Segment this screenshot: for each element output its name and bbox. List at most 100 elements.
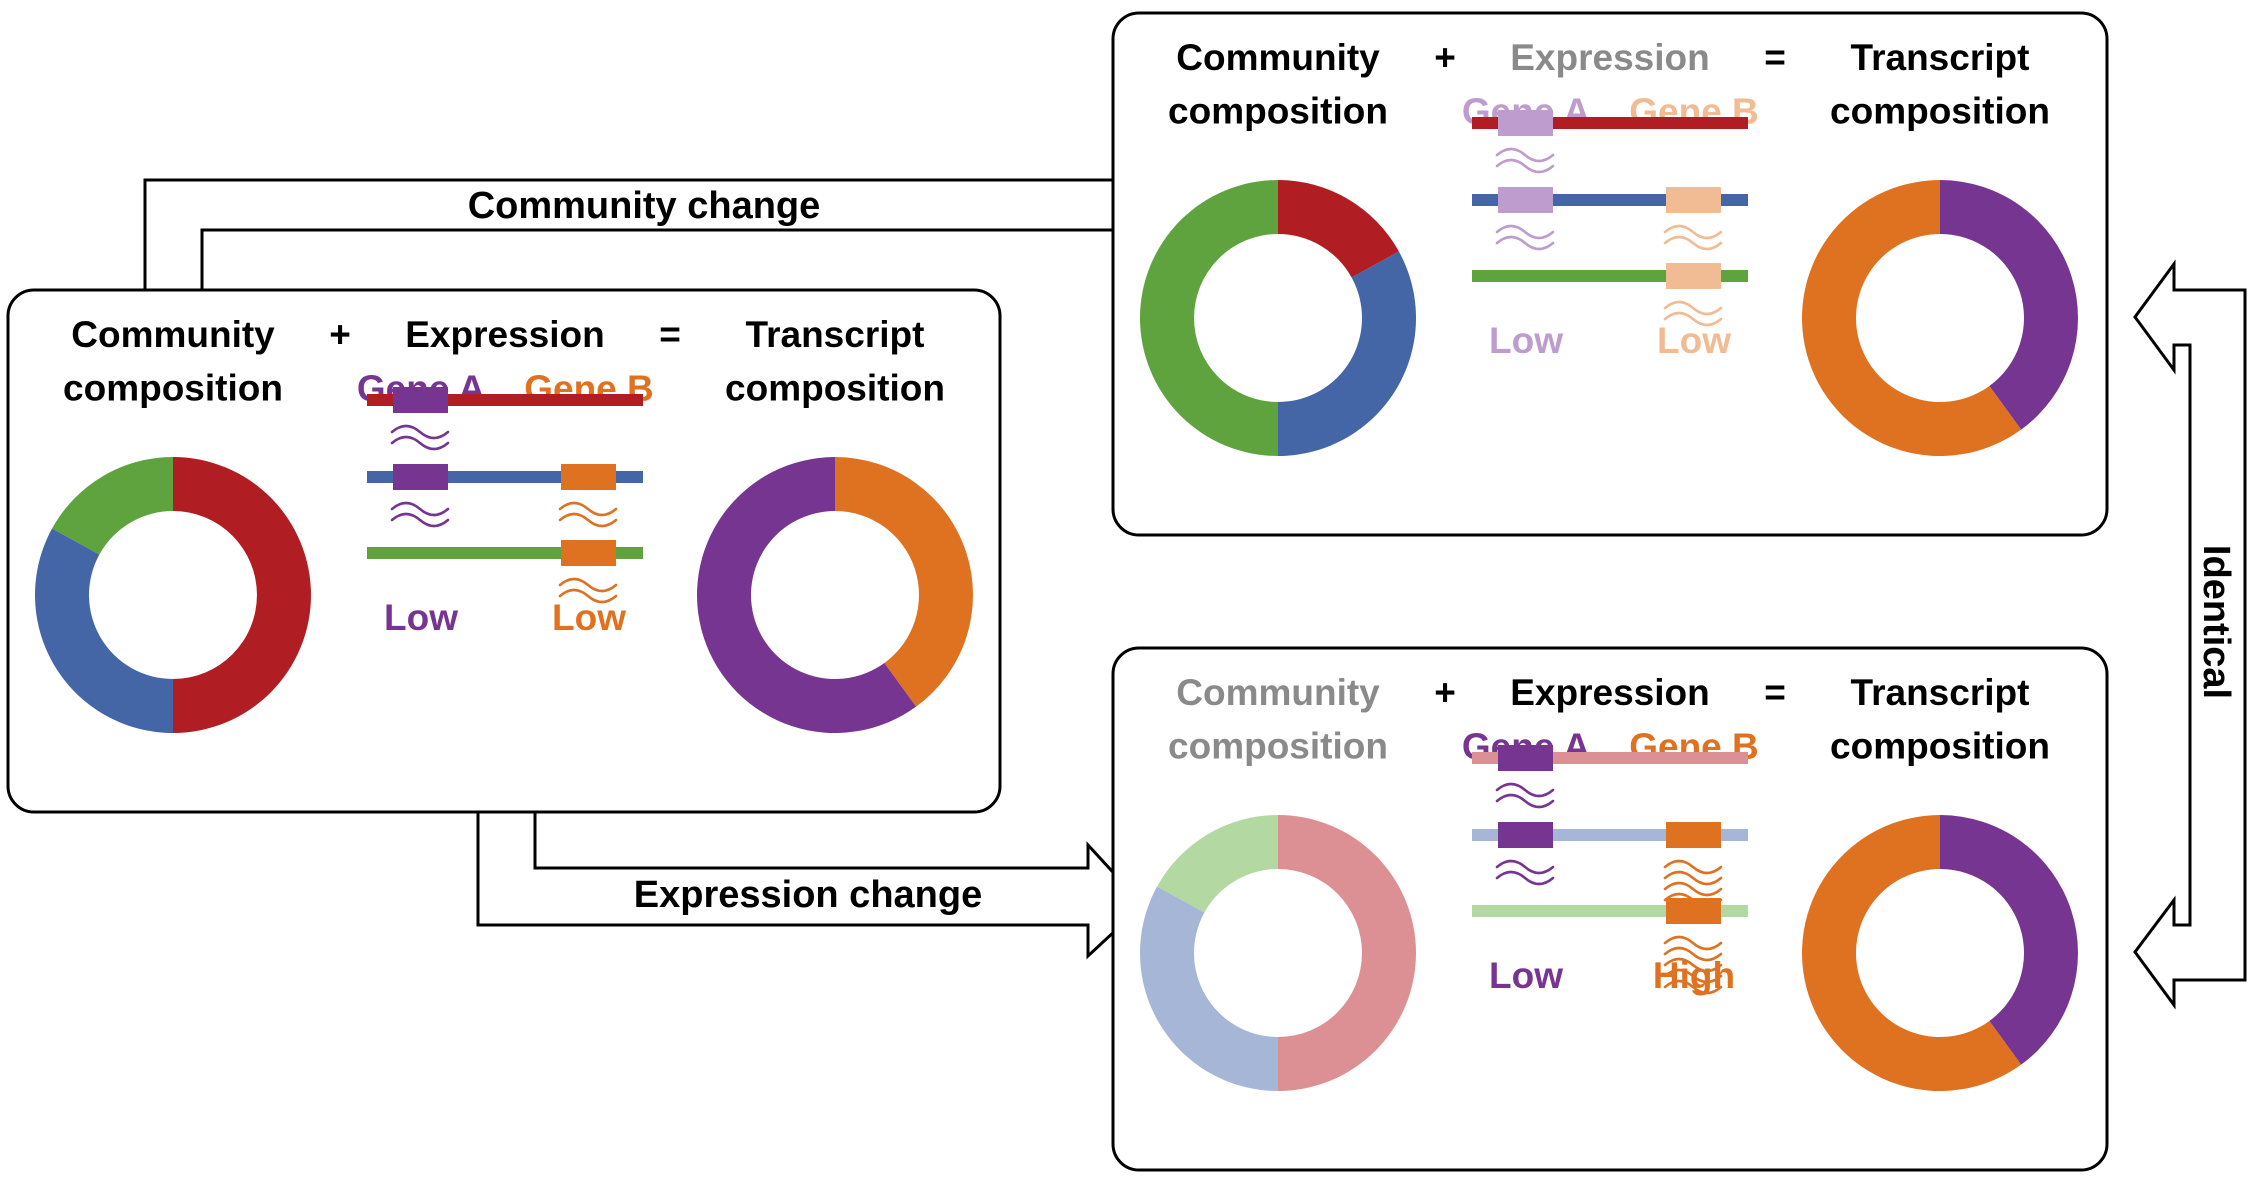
gene-a-block xyxy=(1498,110,1553,136)
donut-segment-purple xyxy=(1940,815,2078,1065)
gene-a-block xyxy=(1498,745,1553,771)
donut-segment-red xyxy=(1278,815,1416,1091)
transcript-composition-label: Transcript composition xyxy=(725,314,945,409)
gene-a-transcripts xyxy=(1495,224,1555,251)
gene-a-block xyxy=(1498,822,1553,848)
genome-red xyxy=(1472,745,1748,809)
donut-segment-purple xyxy=(697,456,917,733)
gene-a-level: Low xyxy=(384,597,458,638)
transcript-wave xyxy=(1663,957,1723,973)
donut-segment-red xyxy=(173,457,311,733)
donut-segment-green xyxy=(52,456,173,555)
transcript-wave xyxy=(1495,147,1555,163)
genome-green xyxy=(1472,898,1748,995)
expression-label: Expression xyxy=(1510,37,1709,78)
gene-b-block xyxy=(561,540,616,566)
donut-segment-green xyxy=(1140,180,1278,456)
genome-blue xyxy=(367,464,643,528)
transcript-wave xyxy=(1663,300,1723,316)
panel-original: Community composition + Expression = Transcri… xyxy=(6,288,1002,814)
genome-green xyxy=(1472,263,1748,327)
transcript-wave xyxy=(558,512,618,528)
panel-community-change: Community composition + Expression = Transcri… xyxy=(1111,11,2109,537)
transcript-wave xyxy=(1663,859,1723,875)
transcript-composition-label: Transcript composition xyxy=(1830,37,2050,132)
gene-a-block xyxy=(393,387,448,413)
transcript-wave xyxy=(390,424,450,440)
transcript-wave xyxy=(558,577,618,593)
transcript-wave xyxy=(1663,235,1723,251)
transcript-wave xyxy=(390,435,450,451)
panel-expression-change: Community composition + Expression = Transcri… xyxy=(1111,646,2109,1172)
community-composition-label: Community composition xyxy=(63,314,283,409)
community-donut xyxy=(1139,815,1416,1091)
transcript-wave xyxy=(558,501,618,517)
community-change-label: Community change xyxy=(468,185,821,227)
gene-b-transcripts xyxy=(558,577,618,604)
plus-sign: + xyxy=(1434,37,1456,78)
donut-segment-orange xyxy=(835,457,973,707)
donut-segment-purple xyxy=(1940,180,2078,430)
transcript-wave xyxy=(390,501,450,517)
gene-b-block xyxy=(1666,187,1721,213)
donut-segment-blue xyxy=(1139,886,1278,1091)
donut-segment-blue xyxy=(1278,251,1416,456)
gene-b-block xyxy=(1666,898,1721,924)
plus-sign: + xyxy=(329,314,351,355)
genome-red xyxy=(1472,110,1748,174)
gene-a-transcripts xyxy=(1495,147,1555,174)
transcript-wave xyxy=(1495,782,1555,798)
gene-b-block xyxy=(561,464,616,490)
gene-a-block xyxy=(393,464,448,490)
expression-label: Expression xyxy=(1510,672,1709,713)
gene-a-block xyxy=(1498,187,1553,213)
gene-a-transcripts xyxy=(1495,859,1555,886)
genome-blue xyxy=(1472,822,1748,919)
donut-segment-orange xyxy=(1802,180,2022,456)
transcript-wave xyxy=(1663,311,1723,327)
community-donut xyxy=(1140,180,1416,456)
gene-b-level: Low xyxy=(1657,320,1731,361)
donut-segment-blue xyxy=(34,528,173,733)
arrows-layer: Community change Expression change Ident… xyxy=(143,144,2247,1010)
community-donut xyxy=(34,456,311,733)
gene-a-transcripts xyxy=(390,501,450,528)
gene-b-transcripts xyxy=(1663,300,1723,327)
transcript-wave xyxy=(1663,979,1723,995)
identical-label: Identical xyxy=(2195,545,2237,699)
transcript-wave xyxy=(1495,158,1555,174)
identical-arrow xyxy=(2133,259,2247,1010)
transcript-wave xyxy=(1495,224,1555,240)
gene-b-block xyxy=(1666,822,1721,848)
transcript-wave xyxy=(1663,946,1723,962)
transcript-wave xyxy=(558,588,618,604)
donut-segment-green xyxy=(1157,815,1278,913)
equals-sign: = xyxy=(1764,672,1786,713)
transcript-wave xyxy=(1663,224,1723,240)
genome-blue xyxy=(1472,187,1748,251)
community-composition-label: Community composition xyxy=(1168,37,1388,132)
community-composition-label: Community composition xyxy=(1168,672,1388,767)
genome-red xyxy=(367,387,643,451)
gene-b-level: Low xyxy=(552,597,626,638)
transcript-wave xyxy=(1663,968,1723,984)
gene-b-transcripts xyxy=(1663,224,1723,251)
transcript-wave xyxy=(1663,935,1723,951)
equals-sign: = xyxy=(659,314,681,355)
equals-sign: = xyxy=(1764,37,1786,78)
donut-segment-red xyxy=(1278,180,1399,278)
transcript-donut xyxy=(1801,815,2078,1091)
transcript-wave xyxy=(1663,881,1723,897)
gene-a-transcripts xyxy=(1495,782,1555,809)
expression-change-label: Expression change xyxy=(634,874,982,916)
gene-b-block xyxy=(1666,263,1721,289)
donut-segment-orange xyxy=(1801,815,2022,1091)
gene-a-transcripts xyxy=(390,424,450,451)
expression-label: Expression xyxy=(405,314,604,355)
transcript-donut xyxy=(697,456,973,733)
transcript-wave xyxy=(1663,870,1723,886)
transcript-wave xyxy=(1495,859,1555,875)
gene-b-transcripts xyxy=(1663,935,1723,995)
transcript-wave xyxy=(1495,235,1555,251)
